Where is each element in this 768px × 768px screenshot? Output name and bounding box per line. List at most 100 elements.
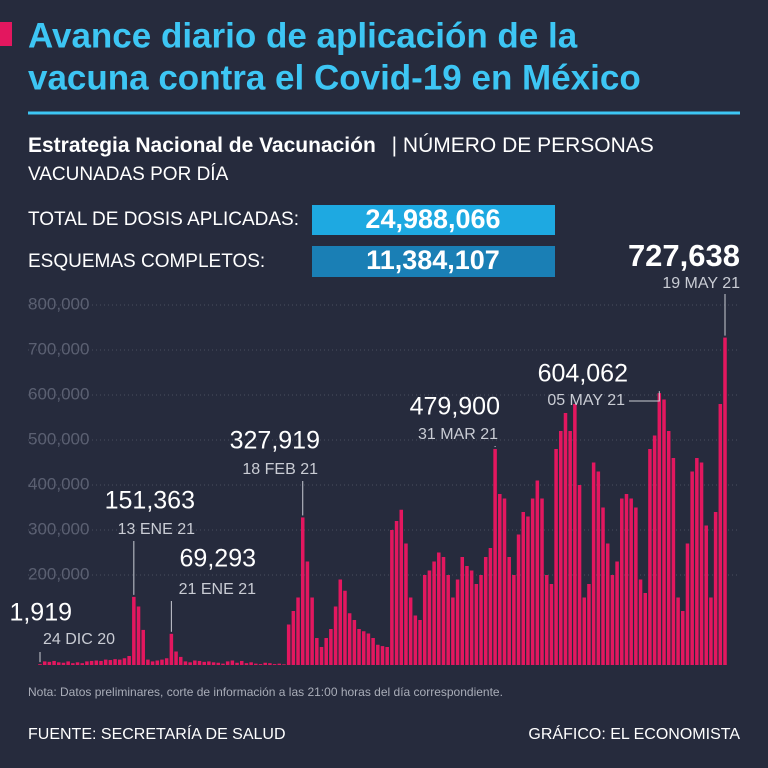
bar bbox=[437, 552, 441, 665]
bar bbox=[634, 507, 638, 665]
stat-box bbox=[312, 205, 555, 235]
bar bbox=[488, 548, 493, 665]
bar bbox=[103, 659, 108, 665]
bar bbox=[164, 658, 169, 665]
stat-box bbox=[312, 246, 555, 277]
bar bbox=[61, 662, 66, 665]
bar bbox=[310, 597, 314, 665]
bar bbox=[235, 662, 239, 665]
date-label: 31 MAR 21 bbox=[418, 426, 498, 443]
bar bbox=[441, 557, 446, 665]
bar bbox=[591, 462, 596, 665]
bar bbox=[652, 435, 657, 665]
bar bbox=[315, 638, 319, 665]
bar bbox=[108, 660, 113, 665]
bar bbox=[427, 570, 432, 665]
bar bbox=[563, 413, 568, 665]
bar bbox=[183, 661, 188, 665]
bar bbox=[666, 431, 671, 665]
value-label: 604,062 bbox=[538, 360, 628, 388]
value-label: 727,638 bbox=[628, 238, 740, 273]
bar bbox=[455, 579, 460, 665]
note: Nota: Datos preliminares, corte de infor… bbox=[28, 685, 503, 699]
bar bbox=[451, 597, 455, 665]
bar bbox=[577, 485, 582, 665]
bar bbox=[329, 629, 333, 665]
bar bbox=[75, 662, 80, 665]
source: FUENTE: SECRETARÍA DE SALUD bbox=[28, 724, 286, 743]
bar bbox=[418, 620, 422, 665]
bar bbox=[723, 337, 727, 665]
bar bbox=[535, 480, 540, 665]
bar bbox=[272, 664, 277, 665]
bar bbox=[404, 543, 408, 665]
bar bbox=[474, 584, 479, 665]
bar bbox=[132, 596, 136, 665]
bar bbox=[516, 534, 521, 665]
bar bbox=[174, 651, 178, 665]
bar bbox=[225, 661, 230, 665]
bar bbox=[239, 660, 244, 665]
bar bbox=[582, 597, 587, 665]
bar bbox=[258, 664, 263, 665]
bar bbox=[197, 660, 202, 665]
bar bbox=[446, 575, 450, 665]
bar bbox=[493, 449, 497, 665]
bar bbox=[221, 663, 225, 665]
bar bbox=[498, 494, 502, 665]
bar bbox=[394, 521, 399, 665]
bar bbox=[324, 638, 328, 665]
bar bbox=[554, 449, 558, 665]
y-tick-label: 200,000 bbox=[28, 564, 89, 583]
bar bbox=[94, 660, 99, 665]
date-label: 13 ENE 21 bbox=[118, 521, 195, 538]
bar bbox=[249, 662, 253, 665]
bar bbox=[624, 494, 629, 665]
bar bbox=[155, 660, 160, 665]
bar bbox=[85, 661, 89, 665]
stat-value: 11,384,107 bbox=[366, 245, 500, 275]
bar bbox=[620, 498, 624, 665]
bar bbox=[268, 663, 272, 665]
bar bbox=[150, 661, 155, 665]
bar bbox=[343, 590, 347, 665]
bar bbox=[605, 543, 610, 665]
bar bbox=[160, 659, 164, 665]
bar bbox=[526, 516, 530, 665]
bar bbox=[699, 462, 704, 665]
bar bbox=[244, 663, 249, 665]
bar bbox=[709, 597, 713, 665]
leader-line bbox=[629, 391, 660, 402]
stat-label: TOTAL DE DOSIS APLICADAS: bbox=[28, 209, 299, 230]
bar bbox=[638, 579, 643, 665]
bar bbox=[57, 662, 61, 665]
y-tick-label: 400,000 bbox=[28, 474, 89, 493]
stat-label: ESQUEMAS COMPLETOS: bbox=[28, 251, 265, 272]
bar bbox=[615, 561, 619, 665]
bar bbox=[38, 664, 42, 665]
subtitle: Estrategia Nacional de Vacunación | NÚME… bbox=[28, 134, 654, 157]
date-label: 18 FEB 21 bbox=[242, 461, 318, 478]
bar bbox=[507, 557, 511, 665]
bar bbox=[479, 575, 483, 665]
bar bbox=[629, 498, 633, 665]
bar bbox=[357, 629, 361, 665]
bar bbox=[127, 656, 131, 665]
title: Avance diario de aplicación de la bbox=[28, 16, 578, 55]
bar bbox=[338, 579, 343, 665]
bar bbox=[286, 624, 291, 665]
bar bbox=[136, 606, 141, 665]
bar bbox=[460, 557, 465, 665]
bar bbox=[540, 498, 544, 665]
bar bbox=[657, 393, 662, 665]
bar bbox=[643, 593, 647, 665]
bar bbox=[648, 449, 652, 665]
stat-value: 24,988,066 bbox=[365, 204, 500, 234]
strategy: Estrategia Nacional de Vacunación bbox=[28, 134, 376, 157]
bar bbox=[282, 664, 286, 665]
bar bbox=[296, 597, 300, 665]
bar bbox=[718, 404, 723, 665]
y-tick-label: 600,000 bbox=[28, 384, 89, 403]
bar bbox=[80, 663, 84, 665]
